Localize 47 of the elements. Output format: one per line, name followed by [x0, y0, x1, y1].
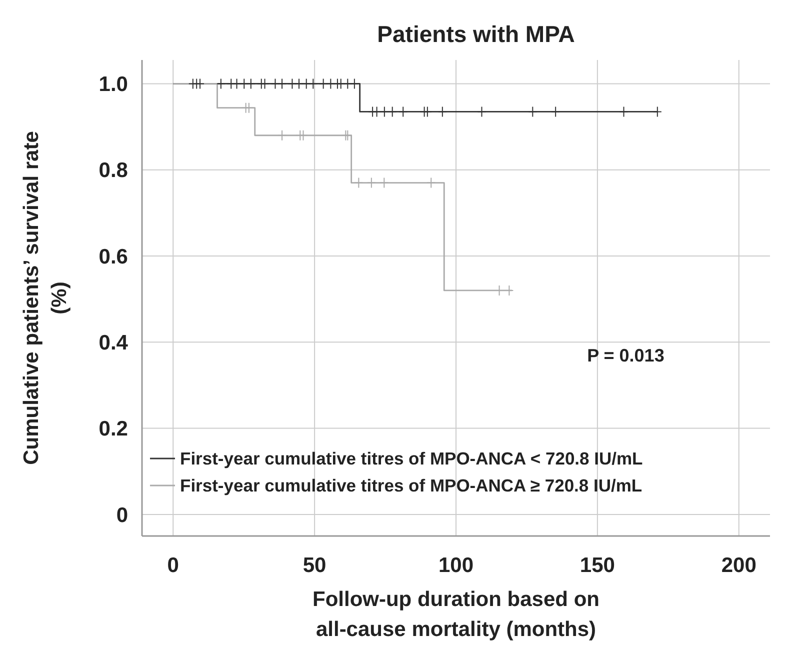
point: [388, 106, 397, 118]
point: [477, 106, 486, 118]
y-tick-label: 0.2: [98, 418, 128, 441]
point: [438, 106, 447, 118]
y-tick-label: 1.0: [98, 73, 128, 96]
point: [380, 106, 389, 118]
y-tick-label: 0: [116, 504, 128, 527]
point: [354, 177, 364, 188]
point: [216, 78, 226, 90]
point: [426, 177, 436, 188]
legend-label: First-year cumulative titres of MPO-ANCA ≥ 720.8 IU/mL: [180, 476, 642, 496]
point: [551, 106, 560, 118]
point: [302, 78, 311, 90]
point: [372, 106, 382, 118]
y-tick-label: 0.8: [98, 159, 128, 182]
point: [288, 78, 297, 90]
point: [366, 177, 376, 188]
x-tick-label: 100: [438, 554, 474, 577]
point: [343, 78, 352, 90]
point: [528, 106, 538, 118]
legend-label: First-year cumulative titres of MPO-ANCA < 720.8 IU/mL: [180, 448, 644, 469]
point: [246, 78, 256, 90]
point: [619, 106, 628, 118]
point: [232, 78, 242, 90]
point: [422, 106, 432, 118]
point: [380, 177, 389, 188]
x-tick-label: 50: [302, 554, 326, 577]
y-tick-label: 0.4: [98, 332, 128, 355]
y-axis-title: Cumulative patients’ survival rate (%): [20, 131, 71, 465]
x-tick-label: 200: [721, 554, 756, 577]
point: [226, 78, 236, 90]
y-tick-label: 0.6: [98, 245, 128, 268]
point: [308, 78, 318, 90]
annotation: P = 0.013: [587, 346, 664, 366]
point: [398, 106, 408, 118]
point: [350, 78, 359, 90]
x-tick-label: 150: [580, 554, 615, 577]
x-axis-title: Follow-up duration based on all-cause mortality (months): [312, 588, 600, 641]
point: [278, 78, 287, 90]
point: [270, 78, 280, 90]
chart-title: Patients with MPA: [377, 21, 575, 47]
x-tick-label: 0: [167, 554, 179, 577]
point: [294, 78, 304, 90]
point: [318, 78, 328, 90]
point: [326, 78, 336, 90]
point: [240, 78, 249, 90]
point: [652, 106, 662, 118]
